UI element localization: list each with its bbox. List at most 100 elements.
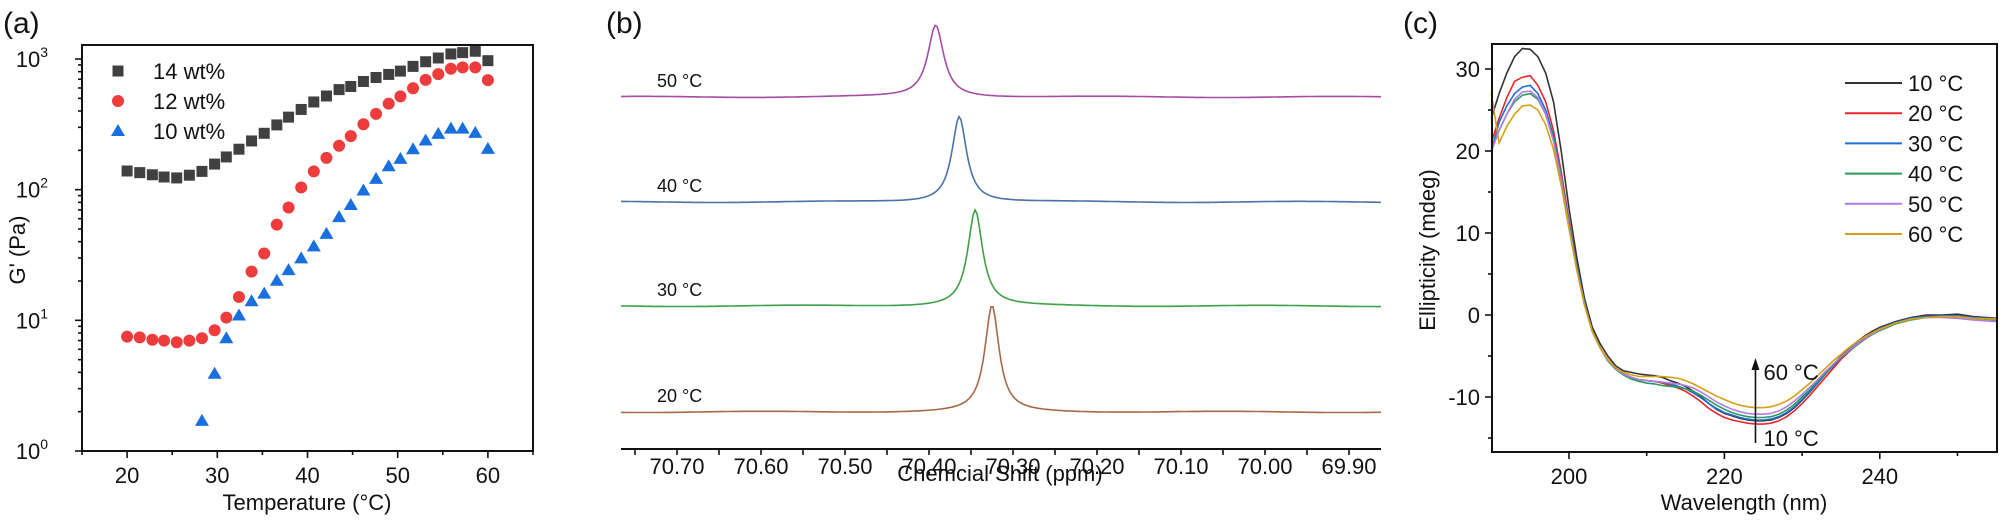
square-marker [308,96,320,108]
panel-b-x-axis-title: Chemcial Shift (ppm) [897,461,1102,486]
x-tick-label: 200 [1551,464,1588,489]
legend-item: 14 wt% [112,59,225,84]
triangle-marker [455,121,470,134]
x-tick-label: 40 [295,463,319,488]
x-tick-label: 70.30 [985,454,1040,479]
x-tick-label: 70.50 [817,454,872,479]
circle-marker [333,139,346,152]
legend-label: 10 °C [1908,71,1963,96]
legend-label: 30 °C [1908,131,1963,156]
panel-c-y-ticks: -10 0 10 20 30 [1448,57,1492,439]
panel-c-x-axis-title: Wavelength (nm) [1661,490,1828,515]
square-marker [209,158,221,170]
square-marker [271,119,283,131]
circle-marker [146,333,159,346]
square-marker [482,55,494,67]
series-triangle [194,121,495,426]
triangle-marker [418,133,433,146]
circle-marker [112,95,124,107]
circle-marker [158,334,171,347]
y-tick-label: 100 [16,436,48,464]
panel-b-x-ticks: 70.70 70.60 70.50 70.40 70.30 70.20 70.10 70.00… [634,449,1377,479]
square-marker [469,45,481,57]
legend-item: 60 °C [1845,222,1963,247]
panel-c-plot-area [1490,47,1997,425]
nmr-trace [621,114,1381,204]
circle-marker [282,201,295,214]
triangle-marker [244,294,259,307]
square-marker [146,169,158,181]
square-marker [345,80,357,92]
square-marker [407,60,419,72]
y-tick-label: 10 [1456,221,1480,246]
panel-a-y-ticks: 100 101 102 103 [16,44,82,464]
y-tick-label: 0 [1468,303,1480,328]
circle-marker [307,165,320,178]
square-marker [158,171,170,183]
annotation-label: 60 °C [1763,360,1818,385]
triangle-marker [269,273,284,286]
square-marker [333,84,345,96]
circle-marker [208,324,221,337]
triangle-marker [406,142,421,155]
circle-marker [183,334,196,347]
circle-marker [344,130,357,143]
legend-item: 30 °C [1845,131,1963,156]
x-tick-label: 50 [385,463,409,488]
y-tick-label: 102 [16,175,48,203]
square-marker [196,165,208,177]
panel-c-temperature-arrow-annotation: 60 °C 10 °C [1751,358,1819,451]
panel-c-y-axis-title: Ellipticity (mdeg) [1415,169,1440,330]
panel-c-x-ticks: 200 220 240 [1551,452,1959,489]
triangle-marker [281,263,296,276]
x-tick-label: 60 [476,463,500,488]
y-tick-label: 101 [16,305,48,333]
x-tick-label: 220 [1706,464,1743,489]
triangle-marker [369,171,384,184]
circle-marker [232,290,245,303]
square-marker [432,52,444,64]
circle-marker [382,97,395,110]
arrowhead-icon [1751,358,1760,370]
triangle-marker [306,239,321,252]
panel-b-nmr-chart: (b) 50 °C 40 °C 30 °C 20 °C 70.70 70.60 70.50… [606,7,1382,486]
square-marker [320,90,332,102]
panel-c-legend: 10 °C 20 °C 30 °C 40 °C 50 °C 60 °C [1845,71,1963,247]
panel-a-scatter-chart: (a) 20 30 40 50 60 100 101 102 103 Temperature … [3,7,534,515]
legend-label: 12 wt% [153,89,225,114]
triangle-marker [194,413,209,426]
square-marker [220,151,232,163]
legend-item: 50 °C [1845,192,1963,217]
legend-item: 10 °C [1845,71,1963,96]
trace-temperature-label: 50 °C [657,71,702,91]
annotation-label: 10 °C [1763,426,1818,451]
circle-marker [419,73,432,86]
x-tick-label: 70.70 [649,454,704,479]
legend-item: 20 °C [1845,101,1963,126]
trace-temperature-label: 20 °C [657,386,702,406]
circle-marker [407,82,420,95]
triangle-marker [443,121,458,134]
triangle-marker [431,126,446,139]
circle-marker [195,332,208,345]
triangle-marker [257,286,272,299]
triangle-marker [480,141,495,154]
x-tick-label: 70.60 [733,454,788,479]
panel-c-frame [1491,43,1998,453]
square-marker [420,56,432,68]
square-marker [457,47,469,59]
panel-a-plot-area [121,45,495,426]
square-marker [171,172,183,184]
panel-c-label: (c) [1403,7,1438,40]
x-tick-label: 20 [115,463,139,488]
square-marker [121,165,133,177]
triangle-marker [319,226,334,239]
panel-c-cd-chart: (c) 200 220 240 -10 0 10 20 30 Wavelength (nm)… [1403,7,1998,515]
x-tick-label: 30 [205,463,229,488]
panel-a-frame [81,44,534,452]
y-tick-label: 30 [1456,57,1480,82]
circle-marker [444,62,457,75]
legend-label: 50 °C [1908,192,1963,217]
circle-marker [370,107,383,120]
